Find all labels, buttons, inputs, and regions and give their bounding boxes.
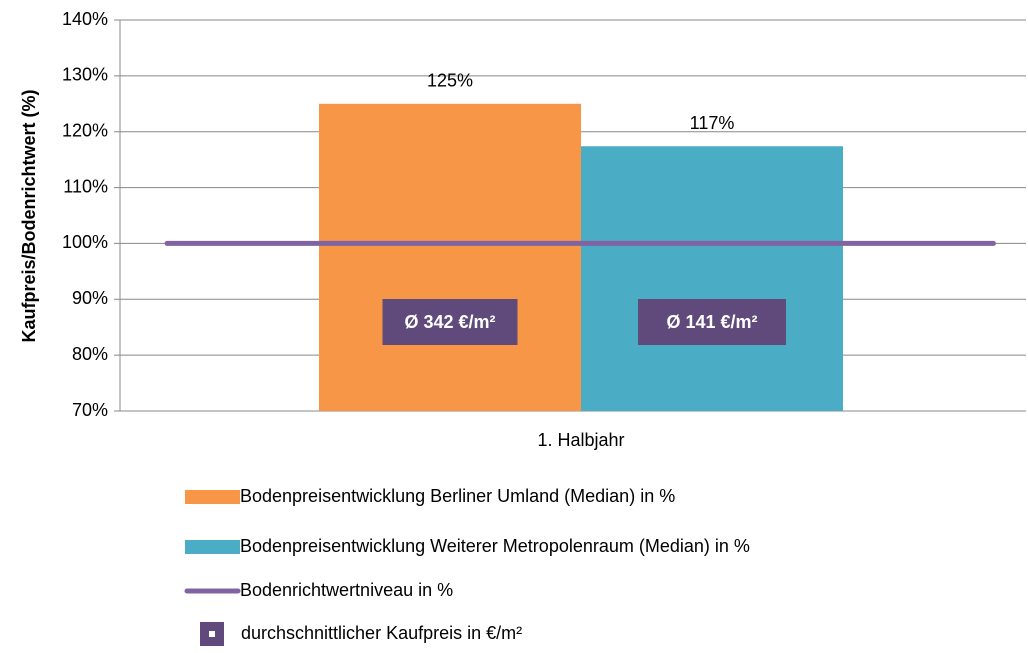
y-tick-label: 100%	[62, 232, 108, 252]
legend-label: Bodenrichtwertniveau in %	[240, 580, 453, 600]
y-tick-label: 120%	[62, 120, 108, 140]
legend-swatch-dot	[209, 631, 215, 637]
legend-label: Bodenpreisentwicklung Berliner Umland (M…	[240, 486, 675, 506]
y-tick-label: 70%	[72, 400, 108, 420]
y-tick-label: 130%	[62, 65, 108, 85]
legend-swatch	[185, 540, 240, 554]
annotation: Ø 141 €/m²	[666, 312, 757, 332]
annotation-box	[638, 299, 786, 345]
y-tick-label: 110%	[63, 176, 108, 196]
legend-swatch	[185, 490, 240, 504]
bar	[581, 146, 843, 412]
y-tick-label: 140%	[62, 9, 108, 29]
legend-label: Bodenpreisentwicklung Weiterer Metropole…	[240, 536, 750, 556]
annotation: Ø 342 €/m²	[404, 312, 495, 332]
annotation-box	[382, 299, 518, 345]
y-tick-label: 90%	[72, 288, 108, 308]
legend-label: durchschnittlicher Kaufpreis in €/m²	[241, 623, 522, 643]
y-tick-label: 80%	[72, 344, 108, 364]
bar	[319, 103, 581, 412]
x-tick-label: 1. Halbjahr	[537, 430, 624, 450]
y-axis-title: Kaufpreis/Bodenrichtwert (%)	[19, 89, 39, 342]
data-label: 117%	[690, 113, 735, 133]
data-label: 125%	[427, 71, 473, 91]
